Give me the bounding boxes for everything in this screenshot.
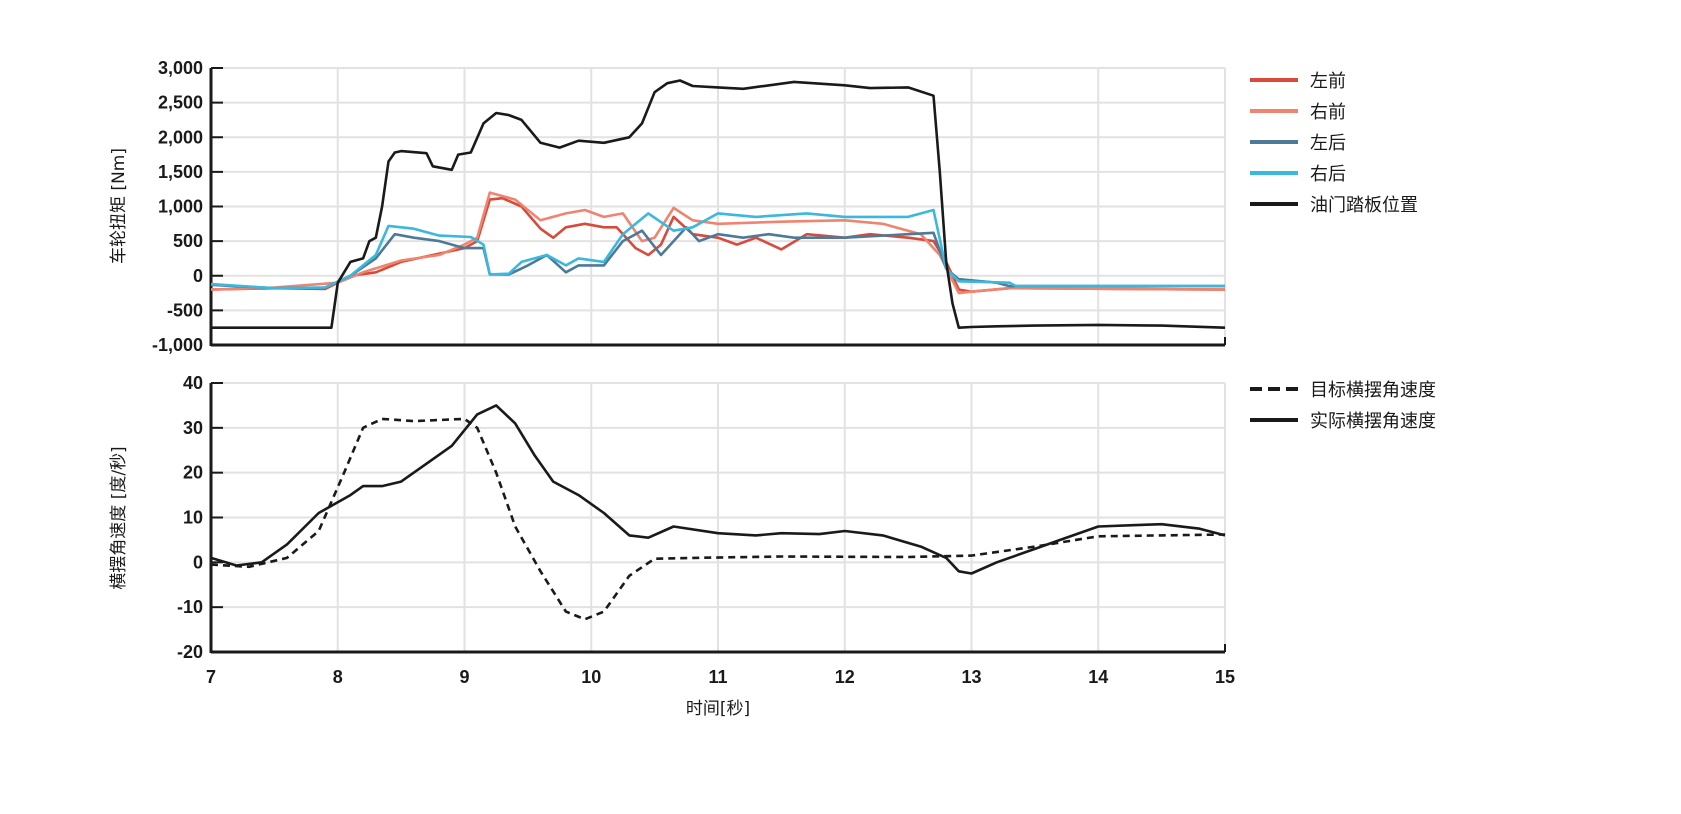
- legend-label: 目标横摆角速度: [1310, 380, 1436, 401]
- series-line-右后: [210, 208, 1225, 290]
- y-tick-label: 2,000: [158, 127, 203, 147]
- y-axis-label-yaw-rate: 横摆角速度 [度/秒]: [109, 446, 129, 589]
- x-axis-label: 时间[秒]: [686, 699, 750, 719]
- x-tick-label: 13: [961, 667, 981, 687]
- y-tick-label: 500: [173, 231, 203, 251]
- y-tick-label: 0: [193, 552, 203, 572]
- y-tick-label: 10: [183, 508, 203, 528]
- y-tick-label: 40: [183, 373, 203, 393]
- series-line-左后: [210, 226, 1225, 290]
- y-axis-label-torque: 车轮扭矩 [Nm]: [109, 148, 129, 264]
- legend-label: 油门踏板位置: [1310, 195, 1418, 216]
- x-tick-label: 8: [333, 667, 343, 687]
- x-tick-label: 15: [1215, 667, 1235, 687]
- y-tick-label: 1,500: [158, 162, 203, 182]
- series-line-右前: [210, 191, 1226, 295]
- legend-label: 右后: [1310, 164, 1346, 185]
- series-line-目标横摆角速度: [210, 417, 1226, 621]
- x-tick-label: 9: [459, 667, 469, 687]
- y-tick-label: 20: [183, 463, 203, 483]
- x-tick-label: 7: [206, 667, 216, 687]
- series-line-实际横摆角速度: [210, 404, 1226, 575]
- y-tick-label: -1,000: [152, 335, 203, 355]
- y-tick-label: 0: [193, 266, 203, 286]
- y-tick-label: 2,500: [158, 93, 203, 113]
- series-line-油门踏板位置: [211, 79, 1226, 329]
- wheel-torque-chart: -1,000 -500 0 500 1,000 1,500 2,000 2,500 3,000: [152, 58, 1226, 355]
- y-tick-label: -10: [177, 597, 203, 617]
- y-tick-label: -500: [167, 300, 203, 320]
- y-tick-label: 30: [183, 418, 203, 438]
- y-tick-label: 1,000: [158, 197, 203, 217]
- x-tick-label: 12: [835, 667, 855, 687]
- x-tick-label: 11: [708, 667, 727, 687]
- y-tick-label: 3,000: [158, 58, 203, 78]
- y-tick-label: -20: [177, 642, 203, 662]
- x-tick-label: 14: [1088, 667, 1108, 687]
- legend-label: 右前: [1310, 102, 1346, 123]
- legend-label: 实际横摆角速度: [1310, 411, 1436, 432]
- legend-label: 左后: [1310, 133, 1346, 154]
- x-tick-label: 10: [581, 667, 601, 687]
- yaw-rate-chart: 7 8 9 10 11 12 13 14 15 -20 -10 0 10 20 30 40: [177, 373, 1235, 687]
- legend-label: 左前: [1310, 71, 1346, 92]
